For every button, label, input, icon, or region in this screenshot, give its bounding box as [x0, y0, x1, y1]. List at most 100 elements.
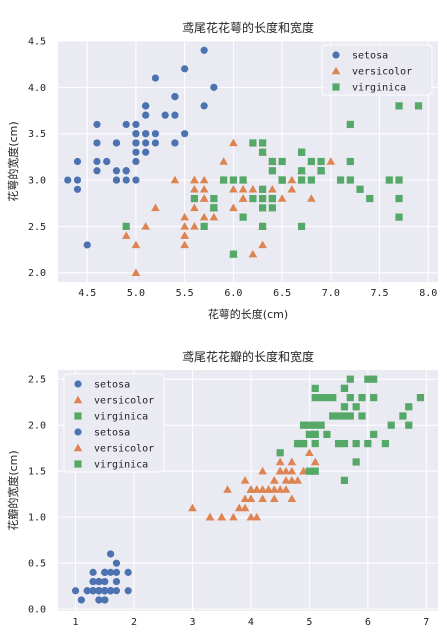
y-tick-label: 3.5 — [28, 129, 46, 140]
data-point — [93, 139, 101, 147]
data-point — [311, 430, 319, 438]
x-tick-label: 8.0 — [419, 288, 437, 299]
data-point — [170, 175, 180, 184]
data-point — [311, 384, 319, 392]
legend-marker — [73, 443, 83, 452]
data-point — [395, 213, 403, 221]
data-point — [200, 46, 208, 54]
data-point — [249, 194, 257, 203]
y-tick-label: 2.5 — [28, 375, 46, 386]
data-point — [151, 130, 160, 138]
legend-marker — [74, 428, 82, 436]
data-point — [248, 249, 258, 258]
x-tick-label: 1 — [73, 617, 79, 628]
data-point — [73, 157, 82, 166]
data-point — [297, 148, 306, 156]
data-point — [329, 412, 337, 420]
data-point — [294, 439, 302, 448]
data-point — [210, 83, 218, 91]
data-point — [317, 393, 325, 402]
chart-title: 鸢尾花花萼的长度和宽度 — [182, 20, 314, 35]
data-point — [188, 503, 197, 512]
x-tick-label: 7 — [423, 617, 429, 628]
data-point — [340, 439, 349, 448]
legend: setosa versicolor virginica setosa versicolo… — [63, 373, 165, 473]
data-point — [405, 421, 413, 429]
data-point — [311, 421, 319, 429]
data-point — [95, 596, 103, 604]
x-axis-label: 花萼的长度(cm) — [208, 307, 288, 321]
x-tick-label: 2 — [131, 617, 137, 628]
data-point — [229, 138, 238, 147]
data-point — [220, 176, 228, 184]
data-point — [180, 222, 189, 230]
data-point — [142, 102, 150, 110]
legend: setosa versicolor virginica — [321, 44, 433, 96]
legend-box — [321, 44, 433, 96]
data-point — [190, 203, 199, 212]
chart-1: 4.5 5.0 5.5 6.0 6.5 7.0 7.5 8.0 2.0 2.5 3.0 3.5 4.0 4… — [6, 20, 438, 321]
data-point — [124, 587, 132, 595]
legend-label: virginica — [352, 83, 406, 94]
data-point — [205, 512, 215, 521]
y-tick-label: 1.0 — [28, 513, 46, 524]
data-point — [229, 512, 238, 521]
legend-marker — [331, 66, 341, 75]
data-point — [258, 240, 267, 249]
data-point — [358, 393, 366, 402]
data-point — [335, 412, 343, 420]
data-point — [181, 65, 189, 73]
data-point — [103, 157, 111, 166]
series-versicolor — [188, 439, 320, 521]
data-point — [122, 120, 130, 129]
legend-label: versicolor — [94, 396, 154, 407]
data-point — [112, 568, 121, 576]
data-point — [311, 439, 319, 448]
data-point — [171, 139, 179, 147]
legend-marker — [74, 460, 82, 468]
legend-label: setosa — [352, 51, 388, 62]
data-point — [395, 194, 403, 203]
data-point — [101, 577, 109, 586]
data-point — [239, 213, 247, 221]
series-setosa — [64, 46, 218, 249]
legend-label: setosa — [94, 380, 130, 391]
data-point — [270, 485, 279, 493]
data-point — [352, 439, 360, 448]
data-point — [210, 204, 218, 212]
data-point — [132, 130, 140, 138]
data-point — [240, 503, 250, 512]
data-point — [107, 568, 115, 576]
data-point — [132, 148, 140, 156]
data-point — [89, 568, 97, 576]
data-point — [311, 467, 319, 475]
data-point — [275, 457, 285, 466]
data-point — [259, 194, 267, 203]
data-point — [414, 102, 423, 110]
legend-label: setosa — [94, 428, 130, 439]
data-point — [101, 568, 109, 576]
x-tick-label: 6.0 — [224, 288, 242, 299]
data-point — [252, 485, 262, 493]
data-point — [131, 240, 141, 249]
x-tick-label: 4 — [248, 617, 254, 628]
data-point — [340, 412, 349, 420]
data-point — [180, 212, 189, 221]
data-point — [305, 430, 313, 438]
y-tick-label: 0.0 — [28, 605, 46, 616]
data-point — [238, 185, 248, 193]
data-point — [277, 194, 287, 202]
legend-label: versicolor — [94, 444, 154, 455]
data-point — [200, 102, 208, 110]
data-point — [122, 176, 130, 184]
x-tick-label: 7.0 — [322, 288, 340, 299]
data-point — [305, 448, 314, 457]
data-point — [181, 130, 189, 138]
data-point — [307, 157, 315, 166]
data-point — [297, 222, 306, 230]
data-point — [346, 375, 354, 383]
data-point — [199, 194, 209, 202]
data-point — [73, 185, 82, 193]
data-point — [275, 485, 285, 493]
